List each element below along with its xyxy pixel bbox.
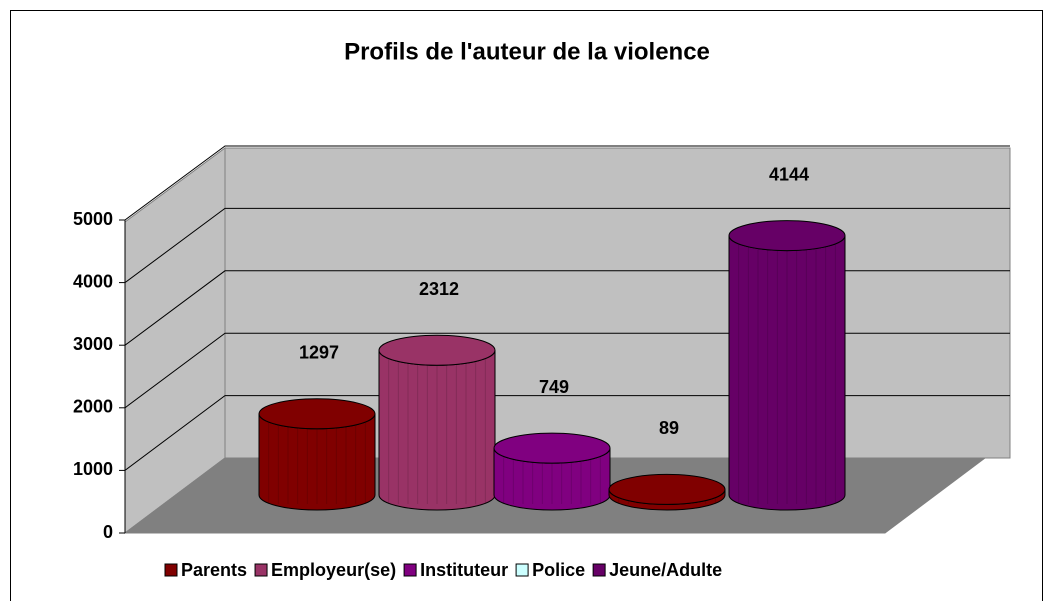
y-tick-label: 4000	[73, 271, 113, 291]
legend-label: Parents	[181, 560, 247, 580]
data-label: 4144	[769, 164, 809, 184]
legend-swatch	[592, 563, 606, 577]
legend-swatch	[254, 563, 268, 577]
chart-title: Profils de l'auteur de la violence	[344, 38, 710, 65]
data-label: 749	[539, 377, 569, 397]
legend-label: Police	[532, 560, 585, 580]
y-tick-label: 3000	[73, 334, 113, 354]
y-tick-label: 5000	[73, 209, 113, 229]
legend-label: Instituteur	[420, 560, 508, 580]
y-tick-label: 0	[103, 522, 113, 542]
y-tick-label: 2000	[73, 397, 113, 417]
bar-top	[493, 432, 611, 464]
grid-line	[124, 145, 1010, 221]
bar-top	[728, 220, 846, 252]
bar-top	[258, 398, 376, 430]
y-tick-label: 1000	[73, 459, 113, 479]
legend-label: Jeune/Adulte	[609, 560, 722, 580]
legend-swatch	[515, 563, 529, 577]
data-label: 89	[659, 418, 679, 438]
bar-top	[378, 334, 496, 366]
data-label: 1297	[299, 343, 339, 363]
data-label: 2312	[419, 279, 459, 299]
bar-top	[608, 473, 726, 505]
legend-label: Employeur(se)	[271, 560, 396, 580]
grid-line	[124, 207, 1010, 284]
legend-swatch	[403, 563, 417, 577]
legend-swatch	[164, 563, 178, 577]
